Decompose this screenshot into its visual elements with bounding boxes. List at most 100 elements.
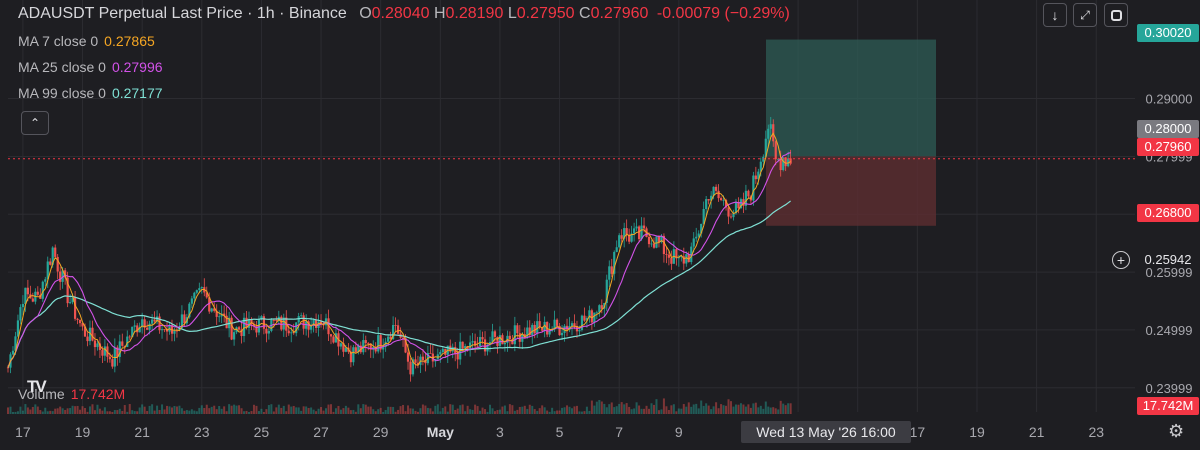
candle-body: [685, 254, 688, 264]
candle-body: [138, 327, 141, 333]
download-button[interactable]: ↓: [1043, 3, 1067, 27]
candle-body: [585, 317, 589, 321]
candle-body: [188, 303, 191, 318]
candle-body: [618, 235, 621, 248]
candle-body: [339, 343, 343, 347]
candle-body: [536, 321, 539, 334]
candle-body: [541, 326, 544, 331]
candle-body: [682, 256, 685, 264]
volume-bar: [59, 406, 62, 414]
candle-body: [200, 287, 203, 289]
candle-body: [93, 340, 97, 348]
ma25-line: [7, 152, 791, 368]
volume-bar: [561, 407, 564, 414]
volume-bar: [103, 407, 106, 414]
volume-bar: [205, 404, 208, 414]
volume-bar: [49, 410, 52, 414]
candle-body: [245, 317, 248, 328]
time-axis[interactable]: 17192123252729May3579131517192123: [15, 424, 1104, 440]
candle-body: [96, 343, 99, 348]
candle-body: [83, 326, 87, 337]
symbol-title[interactable]: ADAUSDT Perpetual Last Price · 1h · Bina…: [18, 5, 347, 22]
ma99-legend[interactable]: MA 99 close 0 0.27177: [18, 85, 163, 101]
volume-bar: [166, 405, 169, 414]
volume-bar: [692, 404, 695, 414]
volume-bar: [275, 407, 278, 414]
volume-bar: [230, 405, 233, 414]
volume-bar: [580, 411, 583, 414]
volume-bar: [620, 402, 623, 414]
volume-bar: [84, 408, 87, 414]
volume-bar: [449, 404, 452, 414]
candle-body: [126, 336, 129, 347]
volume-bar: [158, 410, 161, 414]
fullscreen-button[interactable]: [1104, 3, 1128, 27]
volume-bar: [638, 405, 641, 414]
volume-bar: [243, 411, 246, 414]
volume-bar: [424, 405, 427, 414]
candle-body: [367, 343, 370, 344]
candle-body: [670, 257, 673, 264]
volume-bar: [744, 406, 747, 414]
expand-button[interactable]: ⤢: [1073, 3, 1097, 27]
candle-body: [329, 334, 333, 337]
volume-bar: [178, 405, 181, 414]
candle-body: [160, 329, 164, 331]
candle-body: [213, 308, 216, 311]
ma25-legend[interactable]: MA 25 close 0 0.27996: [18, 59, 163, 75]
volume-bar: [175, 406, 178, 414]
chart-grid: [8, 0, 1135, 412]
x-tick-label: 21: [134, 424, 150, 440]
volume-bar: [742, 404, 745, 414]
volume-bar: [538, 408, 541, 414]
volume-bar: [573, 406, 576, 414]
candle-body: [295, 322, 298, 334]
volume-bar: [327, 404, 330, 414]
volume-bar: [218, 405, 221, 414]
stop-zone[interactable]: [766, 156, 936, 226]
volume-bar: [710, 409, 713, 414]
candle-body: [590, 310, 593, 323]
candle-body: [734, 202, 738, 214]
volume-bar: [310, 407, 313, 414]
candle-body: [91, 327, 94, 341]
candle-body: [141, 319, 144, 328]
volume-bar: [151, 404, 154, 414]
candle-body: [183, 314, 186, 324]
candle-body: [225, 315, 228, 329]
volume-bar: [618, 403, 621, 414]
volume-bar: [474, 404, 477, 414]
volume-bar: [153, 410, 156, 414]
collapse-legend-button[interactable]: ⌃: [21, 111, 49, 135]
volume-bar: [615, 406, 618, 414]
candle-body: [146, 327, 149, 330]
volume-bar: [789, 403, 792, 414]
volume-bar: [29, 409, 32, 414]
gear-icon[interactable]: ⚙: [1168, 421, 1185, 441]
last-price-label: 0.27960: [1137, 138, 1199, 156]
volume-bar: [108, 411, 111, 414]
volume-bar: [31, 406, 34, 414]
target-zone[interactable]: [766, 39, 936, 157]
candle-body: [362, 340, 365, 353]
candle-body: [344, 347, 348, 352]
candle-body: [757, 171, 760, 180]
volume-bar: [578, 411, 581, 414]
volume-bar: [397, 409, 400, 414]
volume-bar: [677, 408, 680, 414]
volume-value: 17.742M: [70, 386, 126, 402]
volume-bar: [446, 411, 449, 414]
candle-body: [352, 347, 355, 363]
candle-body: [11, 350, 15, 355]
ma7-legend[interactable]: MA 7 close 0 0.27865: [18, 33, 155, 49]
volume-bar: [168, 406, 171, 414]
volume-bar: [387, 406, 390, 414]
volume-legend[interactable]: Volume 17.742M: [18, 386, 125, 402]
candle-body: [148, 323, 151, 330]
candle-body: [247, 319, 251, 328]
candle-body: [136, 325, 139, 333]
volume-bar: [720, 404, 723, 414]
candle-body: [548, 331, 551, 335]
add-alert-icon[interactable]: +: [1112, 251, 1130, 269]
